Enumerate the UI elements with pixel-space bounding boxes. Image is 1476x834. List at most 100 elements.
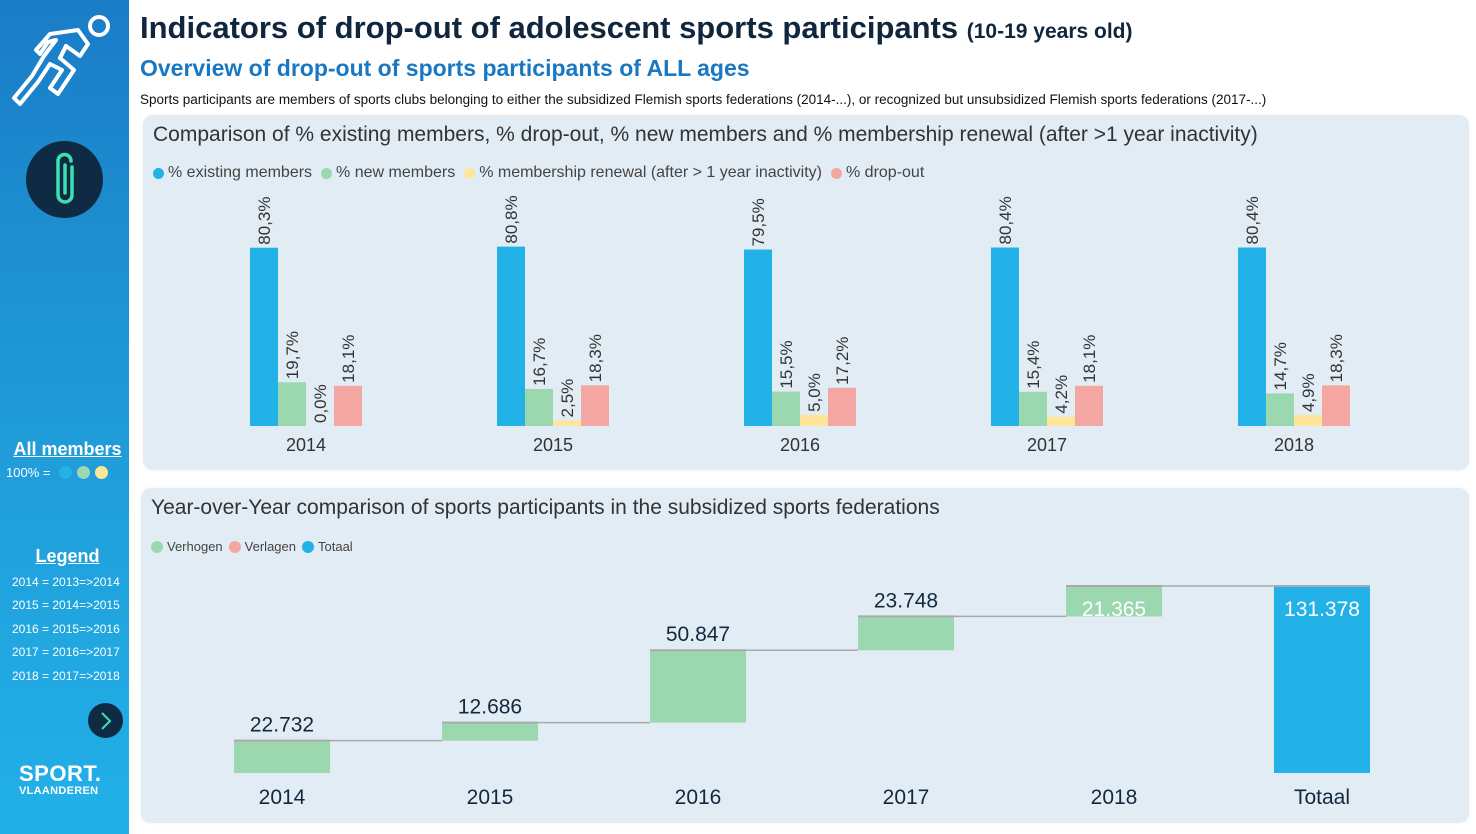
- sidebar: All members 100% = Legend 2014 = 2013=>2…: [0, 0, 129, 834]
- x-tick-label: 2015: [467, 786, 514, 809]
- chart-legend: Verhogen Verlagen Totaal: [151, 539, 353, 554]
- page-subtitle: Overview of drop-out of sports participa…: [140, 55, 750, 81]
- data-label: 0,0%: [311, 384, 330, 423]
- data-label: 50.847: [666, 623, 730, 646]
- attachment-button[interactable]: [26, 141, 103, 218]
- legend-verlagen[interactable]: Verlagen: [228, 539, 296, 554]
- renewal-dot: [95, 466, 109, 479]
- legend-dot: [464, 167, 476, 179]
- data-label: 16,7%: [530, 338, 549, 386]
- page-title: Indicators of drop-out of adolescent spo…: [140, 10, 1133, 46]
- x-tick-label: 2014: [259, 786, 306, 809]
- data-label: 17,2%: [833, 337, 852, 385]
- legend-new-members[interactable]: % new members: [321, 164, 455, 182]
- legend-label: Verlagen: [244, 539, 296, 554]
- runner-icon: [12, 15, 110, 106]
- x-tick-label: 2017: [1027, 435, 1067, 455]
- legend-dot: [151, 540, 163, 553]
- legend-verhogen[interactable]: Verhogen: [151, 539, 223, 554]
- bar-membership-renewal-after-year-inactivity: [1294, 415, 1322, 426]
- all-members-heading: All members: [13, 439, 122, 459]
- comparison-chart-panel: Comparison of % existing members, % drop…: [143, 115, 1469, 470]
- data-label: 2,5%: [558, 379, 577, 418]
- data-label: 4,9%: [1299, 373, 1318, 412]
- data-label: 12.686: [458, 696, 522, 719]
- legend-label: Verhogen: [167, 539, 223, 554]
- paperclip-icon: [55, 152, 74, 204]
- x-tick-label: 2016: [675, 786, 722, 809]
- chart-legend: % existing members % new members % membe…: [153, 164, 924, 182]
- bar-new-members: [525, 388, 553, 426]
- data-label: 80,3%: [255, 197, 274, 245]
- legend-label: % drop-out: [846, 164, 925, 181]
- data-label: 23.748: [874, 589, 938, 612]
- legend-item: 2017 = 2016=>2017: [12, 645, 120, 660]
- data-label: 14,7%: [1271, 342, 1290, 390]
- chevron-right-icon: [100, 711, 111, 730]
- legend-item: 2014 = 2013=>2014: [12, 575, 120, 589]
- page-description: Sports participants are members of sport…: [140, 92, 1267, 107]
- bar-drop-out: [1322, 385, 1350, 426]
- brand-line2: VLAANDEREN: [19, 785, 99, 797]
- increase-bar: [650, 650, 746, 723]
- bar-new-members: [1019, 391, 1047, 426]
- x-tick-label: 2017: [883, 786, 930, 809]
- bar-new-members: [278, 382, 306, 426]
- data-label: 18,3%: [1327, 334, 1346, 382]
- x-tick-label: 2014: [286, 435, 326, 455]
- bar-existing-members: [991, 247, 1019, 426]
- x-tick-label: 2016: [780, 435, 820, 455]
- increase-bar: [234, 740, 330, 773]
- data-label: 21.365: [1082, 598, 1146, 621]
- yoy-chart-panel: Year-over-Year comparison of sports part…: [141, 488, 1469, 823]
- data-label: 15,5%: [777, 340, 796, 388]
- legend-label: % membership renewal (after > 1 year ina…: [479, 164, 822, 181]
- data-label: 79,5%: [749, 198, 768, 246]
- data-label: 15,4%: [1024, 341, 1043, 389]
- chart-title: Year-over-Year comparison of sports part…: [151, 496, 940, 519]
- chart-title: Comparison of % existing members, % drop…: [153, 123, 1258, 146]
- brand-line1: SPORT.: [19, 761, 102, 786]
- legend-label: Totaal: [318, 539, 353, 554]
- increase-bar: [442, 722, 538, 741]
- data-label: 4,2%: [1052, 375, 1071, 414]
- data-label: 18,1%: [339, 335, 358, 383]
- sport-vlaanderen-logo: SPORT. VLAANDEREN: [19, 761, 102, 798]
- next-page-button[interactable]: [88, 703, 123, 738]
- increase-bar: [858, 616, 954, 651]
- data-label: 80,4%: [1243, 196, 1262, 244]
- x-tick-label: 2018: [1091, 786, 1138, 809]
- bar-membership-renewal-after-year-inactivity: [1047, 416, 1075, 426]
- bar-existing-members: [250, 247, 278, 426]
- bar-new-members: [1266, 393, 1294, 426]
- hundred-percent-legend: 100% =: [6, 465, 109, 480]
- x-tick-label: 2015: [533, 435, 573, 455]
- data-label: 19,7%: [283, 331, 302, 379]
- bar-existing-members: [744, 249, 772, 426]
- legend-totaal[interactable]: Totaal: [302, 539, 353, 554]
- bar-existing-members: [497, 246, 525, 426]
- legend-drop-out[interactable]: % drop-out: [831, 164, 924, 182]
- x-tick-label: 2018: [1274, 435, 1314, 455]
- data-label: 5,0%: [805, 373, 824, 412]
- bar-drop-out: [581, 385, 609, 426]
- legend-label: % existing members: [168, 164, 313, 181]
- legend-heading: Legend: [35, 546, 100, 566]
- existing-members-dot: [59, 466, 73, 479]
- bar-existing-members: [1238, 247, 1266, 426]
- grouped-bar-chart: 80,3% 19,7% 0,0% 18,1% 2014 80,8% 16,7% 2,5% 18,…: [250, 195, 1350, 455]
- hundred-label: 100% =: [6, 465, 51, 480]
- legend-dot: [831, 167, 842, 179]
- legend-dot: [228, 540, 241, 553]
- data-label: 22.732: [250, 714, 314, 737]
- bar-membership-renewal-after-year-inactivity: [800, 414, 828, 426]
- data-label: 18,1%: [1080, 335, 1099, 383]
- legend-renewal[interactable]: % membership renewal (after > 1 year ina…: [464, 164, 822, 182]
- data-label: 131.378: [1284, 598, 1360, 621]
- legend-item: 2015 = 2014=>2015: [12, 598, 120, 613]
- legend-item: 2018 = 2017=>2018: [12, 668, 120, 683]
- new-members-dot: [77, 466, 91, 479]
- bar-drop-out: [1075, 385, 1103, 426]
- legend-label: % new members: [336, 164, 456, 181]
- legend-existing-members[interactable]: % existing members: [153, 164, 312, 182]
